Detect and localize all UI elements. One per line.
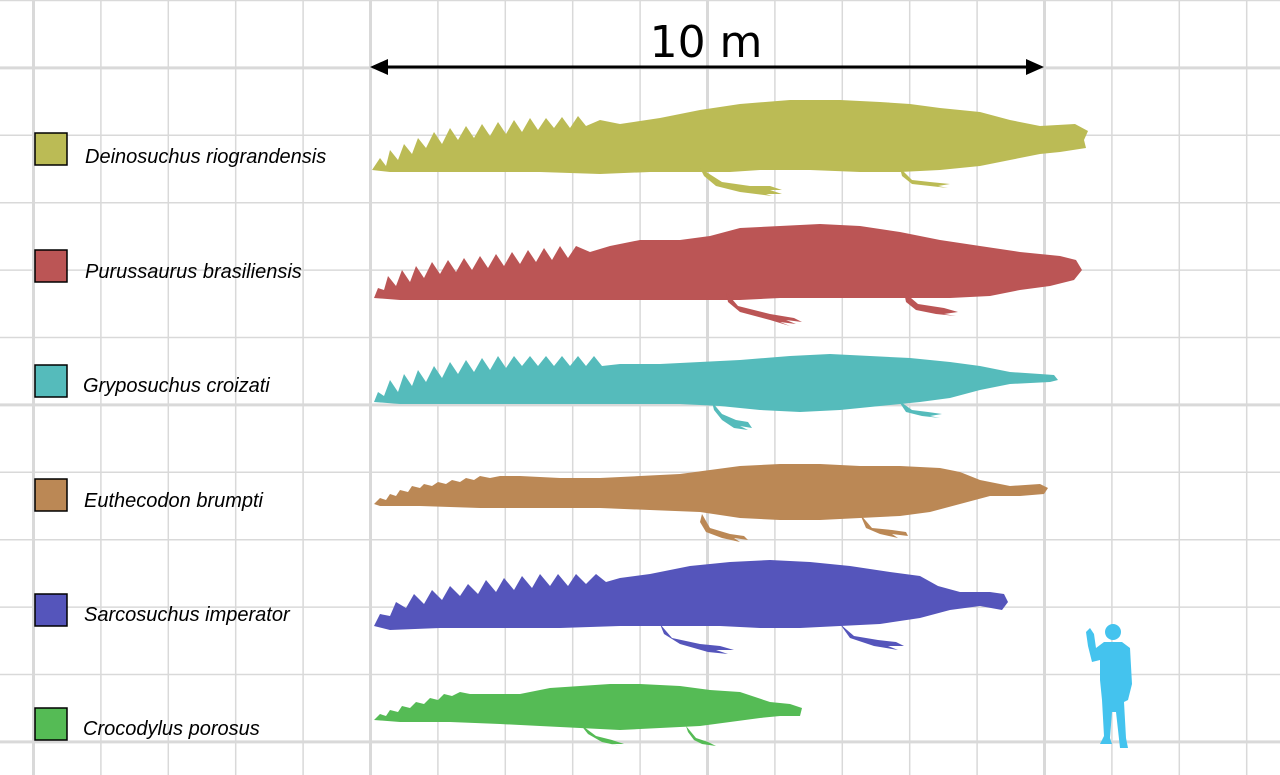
deinosuchus-silhouette [372,100,1088,196]
legend: Deinosuchus riograndensis Purussaurus br… [34,132,326,741]
legend-label-gryposuchus: Gryposuchus croizati [83,375,270,397]
gryposuchus-silhouette [374,354,1058,430]
sarcosuchus-silhouette [374,560,1008,654]
scale-bar-left-arrow-icon [370,59,388,75]
legend-swatch-euthecodon [34,478,68,512]
legend-swatch-sarcosuchus [34,593,68,627]
legend-item: Euthecodon brumpti [34,478,264,512]
legend-item: Sarcosuchus imperator [34,593,291,627]
legend-item: Deinosuchus riograndensis [34,132,326,168]
legend-label-euthecodon: Euthecodon brumpti [84,490,264,512]
crocodylus-silhouette [374,684,802,746]
purussaurus-silhouette [374,224,1082,326]
legend-label-crocodylus: Crocodylus porosus [83,718,260,740]
legend-item: Crocodylus porosus [34,707,260,741]
legend-label-deinosuchus: Deinosuchus riograndensis [85,146,326,168]
human-silhouette-icon [1086,624,1132,748]
legend-swatch-crocodylus [34,707,68,741]
legend-swatch-gryposuchus [34,364,68,398]
euthecodon-silhouette [374,464,1048,542]
silhouettes [372,100,1132,748]
scale-bar-label: 10 m [650,17,763,68]
legend-swatch-deinosuchus [34,132,68,166]
legend-item: Gryposuchus croizati [34,364,270,398]
scale-bar: 10 m [370,17,1044,75]
scale-bar-right-arrow-icon [1026,59,1044,75]
legend-label-purussaurus: Purussaurus brasiliensis [85,261,302,283]
legend-item: Purussaurus brasiliensis [34,249,302,283]
legend-label-sarcosuchus: Sarcosuchus imperator [84,604,291,626]
legend-swatch-purussaurus [34,249,68,283]
